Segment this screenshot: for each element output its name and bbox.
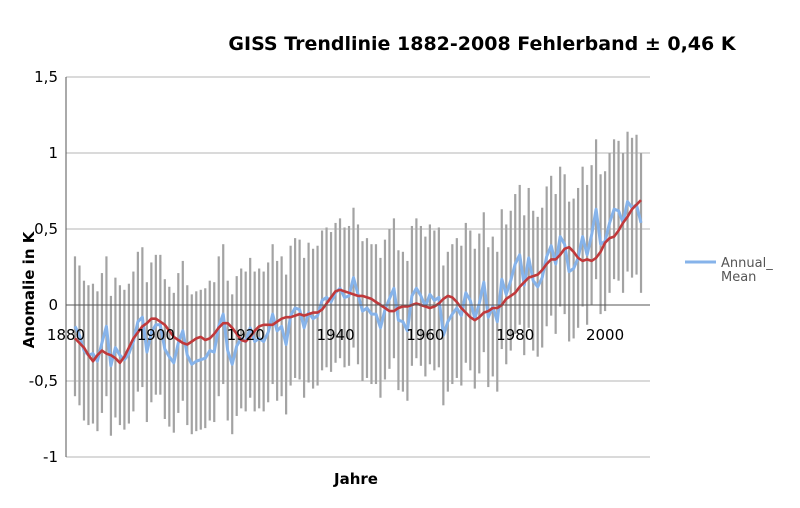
series-annual-mean xyxy=(73,200,643,368)
x-tick-label: 2000 xyxy=(586,326,624,344)
x-tick-label: 1900 xyxy=(137,326,175,344)
chart-title: GISS Trendlinie 1882-2008 Fehlerband ± 0… xyxy=(228,33,736,55)
legend: Annual_Mean xyxy=(685,256,773,285)
error-bar xyxy=(73,256,77,397)
x-tick-label: 1920 xyxy=(227,326,265,344)
x-axis-label: Jahre xyxy=(333,470,378,488)
y-axis-label: Anomalie in K xyxy=(20,230,38,348)
y-tick-label: 0,5 xyxy=(34,220,58,238)
x-tick-label: 1980 xyxy=(496,326,534,344)
y-tick-label: -0,5 xyxy=(29,372,58,390)
y-tick-labels: -1 -0,5 0 0,5 1 1,5 xyxy=(29,68,58,466)
error-bar xyxy=(639,153,643,293)
legend-label: Mean xyxy=(721,270,756,285)
error-bands xyxy=(73,131,643,436)
y-tick-label: 1,5 xyxy=(34,68,58,86)
series-trendline xyxy=(74,199,642,365)
y-tick-label: 0 xyxy=(48,296,58,314)
series-lines xyxy=(73,199,643,368)
x-tick-labels: 1880 1900 1920 1940 1960 1980 2000 xyxy=(47,326,624,344)
x-tick-label: 1940 xyxy=(316,326,354,344)
y-tick-label: -1 xyxy=(43,448,58,466)
x-tick-label: 1880 xyxy=(47,326,85,344)
y-tick-label: 1 xyxy=(48,144,58,162)
legend-label: Annual_ xyxy=(721,256,773,271)
x-tick-label: 1960 xyxy=(406,326,444,344)
axes xyxy=(65,77,650,457)
